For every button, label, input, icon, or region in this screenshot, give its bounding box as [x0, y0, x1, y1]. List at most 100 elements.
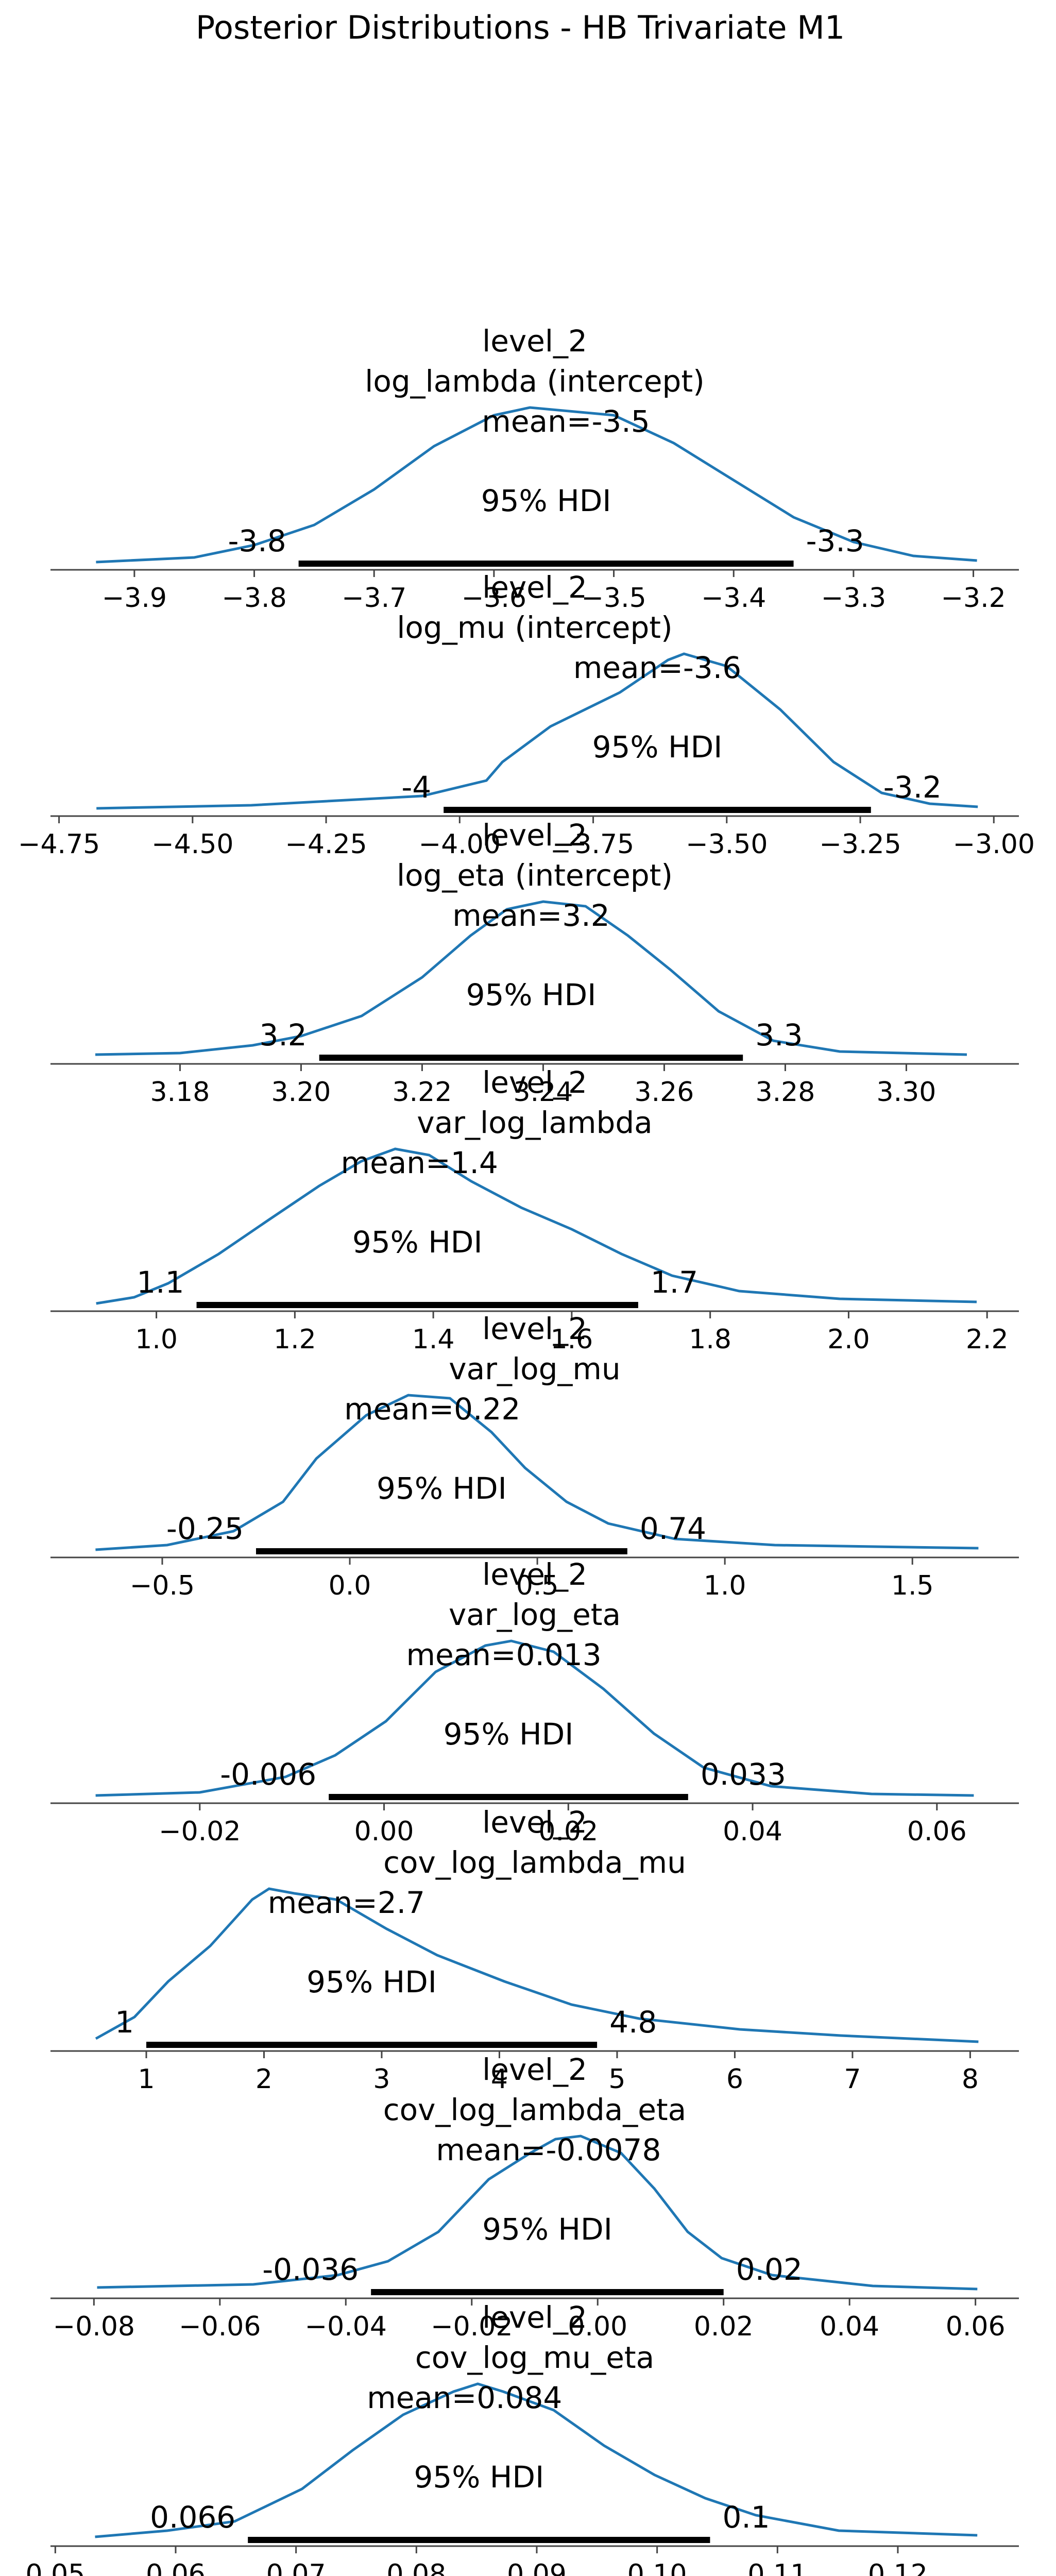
panel-title: level_2 — [482, 2052, 587, 2087]
x-tick-label: −4.75 — [18, 829, 100, 860]
x-tick-label: −3.50 — [686, 829, 768, 860]
panel-title: level_2 — [482, 1065, 587, 1100]
hdi-label: 4.8 — [609, 2005, 657, 2040]
x-tick-label: 0.04 — [820, 2311, 879, 2342]
panel-title: level_2 — [482, 1557, 587, 1592]
panel-subtitle: log_mu (intercept) — [397, 610, 672, 645]
hdi-label: 0.74 — [640, 1511, 706, 1546]
x-tick-label: 0.02 — [538, 1816, 598, 1847]
x-tick-label: 5 — [608, 2064, 625, 2095]
x-tick-label: 7 — [844, 2064, 861, 2095]
x-tick-label: 0.00 — [354, 1816, 414, 1847]
panel-title: level_2 — [482, 818, 587, 853]
x-tick-label: 2.2 — [966, 1324, 1009, 1355]
x-tick-label: 0.08 — [386, 2559, 446, 2576]
density-curve — [96, 652, 978, 810]
mean-label: mean=-3.6 — [573, 650, 741, 685]
x-tick-label: 3.24 — [514, 1077, 573, 1108]
mean-label: mean=0.22 — [344, 1392, 520, 1427]
hdi-text: 95% HDI — [377, 1471, 507, 1506]
x-tick-label: −3.6 — [462, 583, 526, 614]
panel-subtitle: var_log_mu — [449, 1351, 620, 1386]
x-tick-label: 0.0 — [329, 1570, 371, 1601]
panel-subtitle: cov_log_mu_eta — [415, 2340, 654, 2375]
x-tick-label: 2.0 — [827, 1324, 870, 1355]
x-tick-label: 1.5 — [891, 1570, 934, 1601]
x-tick-label: −4.25 — [285, 829, 367, 860]
mean-label: mean=1.4 — [341, 1145, 498, 1180]
x-tick-label: −3.4 — [701, 583, 766, 614]
hdi-label: 3.3 — [755, 1018, 803, 1053]
hdi-text: 95% HDI — [352, 1225, 483, 1260]
x-tick-label: 4 — [491, 2064, 508, 2095]
hdi-label: -0.036 — [262, 2252, 359, 2287]
x-tick-label: −3.3 — [821, 583, 886, 614]
hdi-label: -3.8 — [228, 523, 286, 558]
hdi-label: 0.1 — [722, 2500, 770, 2535]
x-tick-label: 0.12 — [868, 2559, 928, 2576]
x-tick-label: −3.2 — [941, 583, 1006, 614]
x-tick-label: −3.25 — [819, 829, 901, 860]
x-tick-label: 0.06 — [907, 1816, 967, 1847]
x-tick-label: 0.5 — [516, 1570, 559, 1601]
density-curve — [97, 2134, 978, 2291]
x-tick-label: 0.11 — [747, 2559, 807, 2576]
hdi-text: 95% HDI — [592, 730, 723, 765]
x-tick-label: 0.06 — [146, 2559, 206, 2576]
hdi-label: 1.7 — [651, 1265, 698, 1300]
x-tick-label: 1.0 — [704, 1570, 746, 1601]
hdi-label: 1.1 — [137, 1265, 184, 1300]
panel-title: level_2 — [482, 570, 587, 605]
x-tick-label: 2 — [256, 2064, 272, 2095]
panel-title: level_2 — [482, 2300, 587, 2335]
hdi-label: 0.033 — [701, 1757, 786, 1792]
x-tick-label: 1.4 — [412, 1324, 455, 1355]
mean-label: mean=0.084 — [367, 2380, 562, 2415]
x-tick-label: 3.18 — [150, 1077, 210, 1108]
panel-subtitle: var_log_eta — [449, 1597, 621, 1632]
x-tick-label: 8 — [962, 2064, 979, 2095]
hdi-text: 95% HDI — [444, 1717, 574, 1752]
hdi-label: 3.2 — [259, 1018, 306, 1053]
x-tick-label: 1.8 — [689, 1324, 731, 1355]
x-tick-label: −0.06 — [179, 2311, 261, 2342]
density-curve — [95, 900, 967, 1056]
x-tick-label: 0.02 — [694, 2311, 754, 2342]
x-tick-label: 1.6 — [551, 1324, 593, 1355]
x-tick-label: −3.5 — [581, 583, 646, 614]
x-tick-label: −3.75 — [552, 829, 634, 860]
x-tick-label: 3.20 — [271, 1077, 331, 1108]
panel-subtitle: cov_log_lambda_eta — [383, 2092, 686, 2127]
density-curve — [96, 406, 977, 564]
hdi-label: -0.25 — [166, 1511, 244, 1546]
figure-title: Posterior Distributions - HB Trivariate … — [196, 9, 845, 46]
mean-label: mean=0.013 — [406, 1637, 602, 1672]
x-tick-label: −4.50 — [151, 829, 233, 860]
hdi-text: 95% HDI — [481, 483, 611, 518]
density-curve — [95, 1639, 974, 1797]
x-tick-label: 3 — [373, 2064, 390, 2095]
hdi-label: 1 — [115, 2005, 134, 2040]
density-curve — [96, 1147, 977, 1305]
x-tick-label: −3.00 — [953, 829, 1035, 860]
x-tick-label: 6 — [726, 2064, 743, 2095]
hdi-label: 0.066 — [150, 2500, 235, 2535]
panel-title: level_2 — [482, 1805, 587, 1840]
x-tick-label: −3.8 — [222, 583, 286, 614]
panel-title: level_2 — [482, 1311, 587, 1346]
panel-subtitle: log_eta (intercept) — [397, 858, 673, 893]
x-tick-label: −3.9 — [102, 583, 167, 614]
density-curve — [95, 1887, 979, 2043]
x-tick-label: −0.5 — [130, 1570, 195, 1601]
x-tick-label: 1.2 — [274, 1324, 316, 1355]
x-tick-label: 0.05 — [25, 2559, 85, 2576]
mean-label: mean=2.7 — [268, 1885, 425, 1920]
x-tick-label: 0.09 — [507, 2559, 567, 2576]
x-tick-label: 1.0 — [135, 1324, 178, 1355]
x-tick-label: 3.22 — [393, 1077, 452, 1108]
mean-label: mean=3.2 — [452, 898, 609, 933]
mean-label: mean=-0.0078 — [436, 2132, 661, 2167]
hdi-text: 95% HDI — [306, 1964, 437, 1999]
